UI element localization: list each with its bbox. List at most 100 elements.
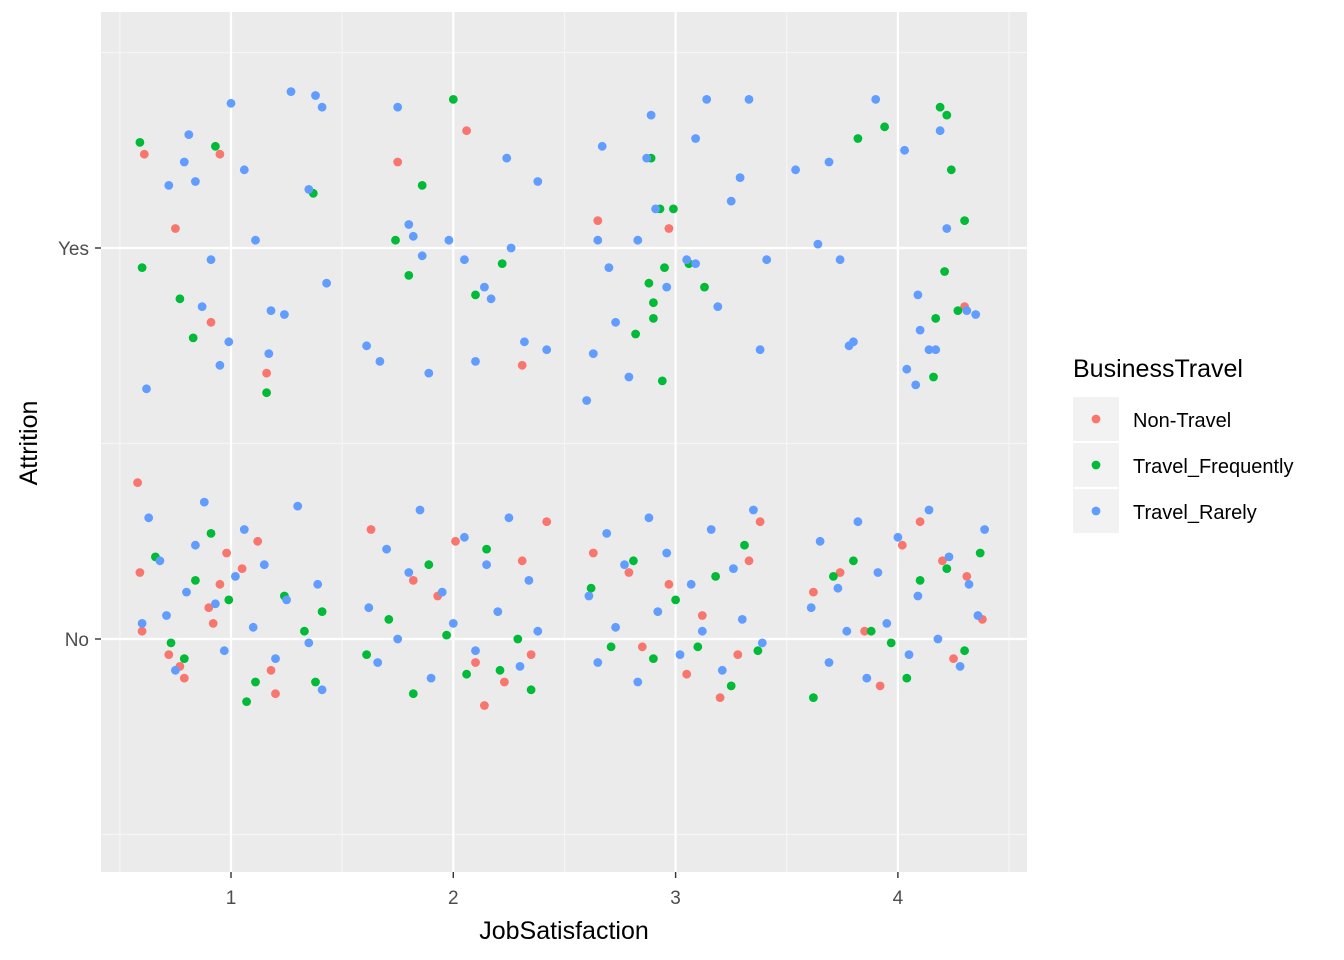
point-travel-rarely-2-56 xyxy=(815,536,825,546)
point-travel-rarely-5-39 xyxy=(593,235,603,245)
point-travel-rarely-5-52 xyxy=(702,95,712,104)
point-travel-rarely-5-40 xyxy=(597,141,607,151)
point-travel-frequently-1-31 xyxy=(753,646,763,656)
point-travel-rarely-5-36 xyxy=(542,345,552,355)
point-travel-rarely-5-20 xyxy=(362,341,371,351)
point-non-travel-0-6 xyxy=(204,603,214,613)
point-travel-rarely-2-50 xyxy=(717,665,727,675)
point-travel-frequently-1-33 xyxy=(829,572,838,581)
point-travel-frequently-1-2 xyxy=(179,654,189,663)
point-travel-rarely-2-32 xyxy=(493,607,503,616)
point-non-travel-0-14 xyxy=(366,525,376,534)
point-non-travel-0-37 xyxy=(875,681,885,691)
point-travel-frequently-4-10 xyxy=(448,95,458,104)
point-non-travel-3-7 xyxy=(517,360,527,370)
point-travel-frequently-1-35 xyxy=(866,626,876,636)
point-travel-frequently-1-28 xyxy=(711,572,720,581)
point-travel-rarely-5-38 xyxy=(588,349,598,358)
point-travel-rarely-5-17 xyxy=(311,91,320,100)
point-travel-frequently-4-17 xyxy=(649,314,658,323)
point-travel-rarely-2-35 xyxy=(524,576,534,585)
point-travel-frequently-1-37 xyxy=(902,673,912,683)
point-non-travel-0-23 xyxy=(542,517,552,527)
x-axis-title: JobSatisfaction xyxy=(479,917,649,945)
point-travel-rarely-5-8 xyxy=(224,337,234,347)
point-travel-rarely-5-43 xyxy=(624,372,634,382)
point-travel-rarely-2-55 xyxy=(806,603,816,613)
point-travel-frequently-4-28 xyxy=(935,102,945,112)
point-travel-frequently-4-32 xyxy=(953,306,963,315)
point-travel-rarely-5-68 xyxy=(911,380,921,390)
point-travel-rarely-5-14 xyxy=(280,310,289,319)
point-travel-rarely-5-5 xyxy=(197,302,207,311)
point-travel-rarely-5-59 xyxy=(791,165,800,175)
point-travel-rarely-2-28 xyxy=(448,619,458,628)
point-travel-frequently-1-3 xyxy=(191,576,200,585)
point-non-travel-0-32 xyxy=(744,556,754,566)
point-travel-rarely-2-40 xyxy=(611,622,620,632)
point-travel-rarely-5-76 xyxy=(971,310,981,319)
point-non-travel-3-2 xyxy=(206,317,216,327)
point-travel-rarely-5-55 xyxy=(735,173,745,183)
point-non-travel-0-12 xyxy=(266,665,276,675)
point-travel-rarely-2-46 xyxy=(675,650,685,659)
point-travel-rarely-5-75 xyxy=(962,306,972,315)
point-travel-rarely-2-2 xyxy=(155,556,165,566)
point-travel-rarely-5-45 xyxy=(642,153,652,163)
point-non-travel-0-3 xyxy=(164,650,174,659)
point-travel-rarely-5-73 xyxy=(935,126,945,136)
point-travel-frequently-1-7 xyxy=(251,677,260,687)
legend-label-travel-frequently: Travel_Frequently xyxy=(1133,456,1293,478)
point-non-travel-0-31 xyxy=(733,650,743,659)
point-travel-rarely-2-58 xyxy=(833,583,843,593)
point-travel-rarely-2-63 xyxy=(882,619,892,628)
point-travel-rarely-5-46 xyxy=(646,110,656,120)
point-travel-rarely-5-69 xyxy=(913,290,923,300)
point-travel-frequently-1-41 xyxy=(975,548,985,558)
point-travel-rarely-2-18 xyxy=(313,579,323,589)
point-travel-rarely-5-16 xyxy=(304,185,314,194)
x-axis: 1 2 3 4 xyxy=(226,872,904,909)
point-travel-rarely-5-54 xyxy=(726,196,736,206)
point-travel-rarely-5-71 xyxy=(924,345,934,355)
point-non-travel-0-40 xyxy=(938,556,947,566)
point-non-travel-0-34 xyxy=(809,587,818,597)
point-travel-rarely-2-26 xyxy=(426,673,436,683)
point-travel-frequently-4-4 xyxy=(211,141,220,151)
point-travel-rarely-2-10 xyxy=(231,572,240,581)
point-travel-frequently-4-3 xyxy=(188,333,198,343)
point-travel-frequently-1-13 xyxy=(384,615,394,624)
point-travel-rarely-5-29 xyxy=(471,357,480,366)
point-non-travel-0-1 xyxy=(135,568,145,577)
point-travel-frequently-1-4 xyxy=(206,529,216,538)
point-travel-frequently-1-22 xyxy=(586,583,596,593)
point-travel-frequently-4-11 xyxy=(471,290,480,300)
point-travel-rarely-5-12 xyxy=(264,349,274,358)
point-non-travel-0-17 xyxy=(451,536,460,546)
point-travel-rarely-2-22 xyxy=(382,544,391,554)
point-travel-rarely-2-12 xyxy=(248,622,258,632)
point-travel-rarely-5-42 xyxy=(611,317,620,327)
point-travel-rarely-5-57 xyxy=(755,345,765,355)
point-travel-frequently-4-2 xyxy=(175,294,185,304)
point-travel-frequently-1-11 xyxy=(317,607,327,616)
point-travel-rarely-5-19 xyxy=(322,278,331,288)
point-non-travel-0-26 xyxy=(637,642,647,652)
point-travel-rarely-2-27 xyxy=(437,587,447,597)
point-travel-rarely-2-64 xyxy=(893,532,903,542)
point-non-travel-0-21 xyxy=(517,556,527,566)
point-travel-frequently-4-23 xyxy=(700,282,709,292)
point-non-travel-3-1 xyxy=(171,224,180,233)
point-travel-frequently-4-26 xyxy=(929,372,938,382)
point-travel-rarely-2-25 xyxy=(415,505,425,515)
point-non-travel-0-18 xyxy=(471,658,480,667)
legend-title: BusinessTravel xyxy=(1073,355,1243,383)
point-non-travel-0-28 xyxy=(682,669,692,679)
point-travel-frequently-4-13 xyxy=(631,329,640,339)
point-non-travel-0-19 xyxy=(480,701,489,710)
point-travel-rarely-2-34 xyxy=(515,662,525,671)
point-travel-frequently-1-9 xyxy=(300,626,309,636)
point-travel-frequently-4-7 xyxy=(391,235,400,245)
point-travel-frequently-1-24 xyxy=(629,556,638,566)
grid-minor xyxy=(101,12,1027,872)
